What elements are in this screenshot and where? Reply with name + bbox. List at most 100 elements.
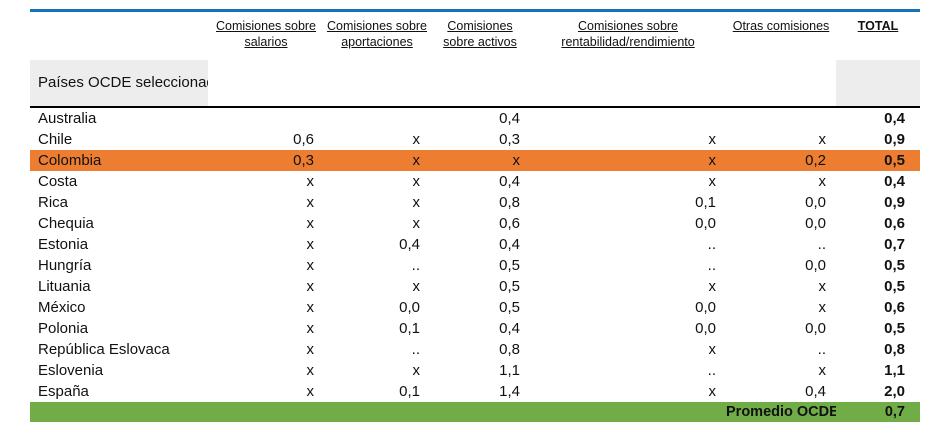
total-cell: 2,0 [884, 383, 905, 400]
column-header-rentabilidad: Comisiones sobre rentabilidad/rendimient… [530, 11, 726, 61]
commissions-table: Comisiones sobre salarios Comisiones sob… [30, 9, 920, 422]
table-row-eslovenia: Eslovenia x x 1,1 .. x 1,1 [30, 360, 920, 381]
value-cell: 0,0 [805, 320, 826, 337]
column-header-salarios: Comisiones sobre salarios [208, 11, 324, 61]
column-header-label: Otras comisiones [732, 19, 830, 33]
value-cell: x [818, 173, 827, 190]
table-row-colombia-highlighted: Colombia 0,3 x x x 0,2 0,5 [30, 150, 920, 171]
footer-row-promedio-ocde: Promedio OCDE 0,7 [30, 402, 920, 422]
value-cell: x [306, 320, 315, 337]
value-cell: 0,4 [499, 173, 520, 190]
total-cell: 0,5 [884, 320, 905, 337]
country-cell: República Eslovaca [38, 341, 170, 358]
value-cell: x [818, 362, 827, 379]
value-cell [324, 107, 430, 129]
value-cell: x [412, 131, 421, 148]
country-cell: Polonia [38, 320, 89, 337]
total-cell: 0,6 [884, 299, 905, 316]
table-row-chile: Chile 0,6 x 0,3 x x 0,9 [30, 129, 920, 150]
total-cell: 0,9 [884, 131, 905, 148]
value-cell: 0,4 [499, 110, 520, 127]
table-row-lituania: Lituania x x 0,5 x x 0,5 [30, 276, 920, 297]
value-cell: x [306, 383, 315, 400]
value-cell: 0,0 [695, 299, 716, 316]
total-cell: 1,1 [884, 362, 905, 379]
group-header-row: Países OCDE seleccionados [30, 60, 920, 108]
value-cell: .. [707, 236, 716, 253]
country-cell: Eslovenia [38, 362, 104, 379]
value-cell: 0,8 [499, 194, 520, 211]
value-cell [530, 107, 726, 129]
column-header-label: Comisiones sobre activos [443, 19, 517, 50]
total-cell: 0,7 [884, 236, 905, 253]
value-cell: x [324, 150, 430, 171]
value-cell: 0,1 [399, 320, 420, 337]
value-cell: x [306, 278, 315, 295]
value-cell: x [306, 194, 315, 211]
corner-cell [30, 11, 208, 61]
value-cell: x [306, 215, 315, 232]
table-row-estonia: Estonia x 0,4 0,4 .. .. 0,7 [30, 234, 920, 255]
value-cell: x [306, 173, 315, 190]
value-cell: x [708, 173, 717, 190]
value-cell: 0,1 [399, 383, 420, 400]
value-cell: 0,5 [499, 257, 520, 274]
footer-spacer-cell [30, 402, 726, 422]
country-cell: Rica [38, 194, 69, 211]
table-header-row: Comisiones sobre salarios Comisiones sob… [30, 11, 920, 61]
total-cell: 0,9 [884, 194, 905, 211]
value-cell: 0,8 [499, 341, 520, 358]
value-cell: 0,3 [208, 150, 324, 171]
table-row-polonia: Polonia x 0,1 0,4 0,0 0,0 0,5 [30, 318, 920, 339]
table-row-chequia: Chequia x x 0,6 0,0 0,0 0,6 [30, 213, 920, 234]
value-cell: x [306, 362, 315, 379]
value-cell: 0,4 [399, 236, 420, 253]
value-cell: x [430, 150, 530, 171]
table-row-espana: España x 0,1 1,4 x 0,4 2,0 [30, 381, 920, 402]
country-cell: Estonia [38, 236, 89, 253]
total-cell: 0,8 [884, 341, 905, 358]
value-cell: x [412, 215, 421, 232]
value-cell: 0,0 [695, 215, 716, 232]
value-cell: 0,2 [726, 150, 836, 171]
group-spacer-cell [208, 60, 836, 108]
table-row-hungria: Hungría x .. 0,5 .. 0,0 0,5 [30, 255, 920, 276]
column-header-aportaciones: Comisiones sobre aportaciones [324, 11, 430, 61]
total-cell: 0,4 [884, 173, 905, 190]
value-cell: 0,0 [805, 257, 826, 274]
value-cell [208, 107, 324, 129]
value-cell: x [708, 341, 717, 358]
value-cell: 0,4 [805, 383, 826, 400]
table-row-republica-eslovaca: República Eslovaca x .. 0,8 x .. 0,8 [30, 339, 920, 360]
value-cell: 0,4 [499, 236, 520, 253]
column-header-otras: Otras comisiones [726, 11, 836, 61]
value-cell: x [530, 150, 726, 171]
total-cell: 0,4 [884, 110, 905, 127]
value-cell: 1,4 [499, 383, 520, 400]
value-cell: 0,0 [805, 215, 826, 232]
value-cell: x [306, 341, 315, 358]
value-cell: .. [817, 236, 826, 253]
value-cell: 0,5 [499, 278, 520, 295]
total-cell: 0,6 [884, 215, 905, 232]
value-cell: 0,5 [499, 299, 520, 316]
column-header-label: Comisiones sobre aportaciones [326, 19, 428, 50]
total-cell: 0,5 [836, 150, 920, 171]
value-cell: x [818, 278, 827, 295]
column-header-label: TOTAL [857, 19, 899, 33]
footer-label: Promedio OCDE [726, 402, 836, 422]
value-cell: 0,1 [695, 194, 716, 211]
table-row-mexico: México x 0,0 0,5 0,0 x 0,6 [30, 297, 920, 318]
value-cell: x [708, 278, 717, 295]
country-cell: Chile [38, 131, 73, 148]
country-cell: Chequia [38, 215, 94, 232]
country-cell: Costa [38, 173, 78, 190]
value-cell: .. [707, 257, 716, 274]
country-cell: Hungría [38, 257, 92, 274]
group-total-cell [836, 60, 920, 108]
value-cell: x [412, 173, 421, 190]
value-cell: 1,1 [499, 362, 520, 379]
value-cell: 0,6 [293, 131, 314, 148]
value-cell: x [412, 278, 421, 295]
